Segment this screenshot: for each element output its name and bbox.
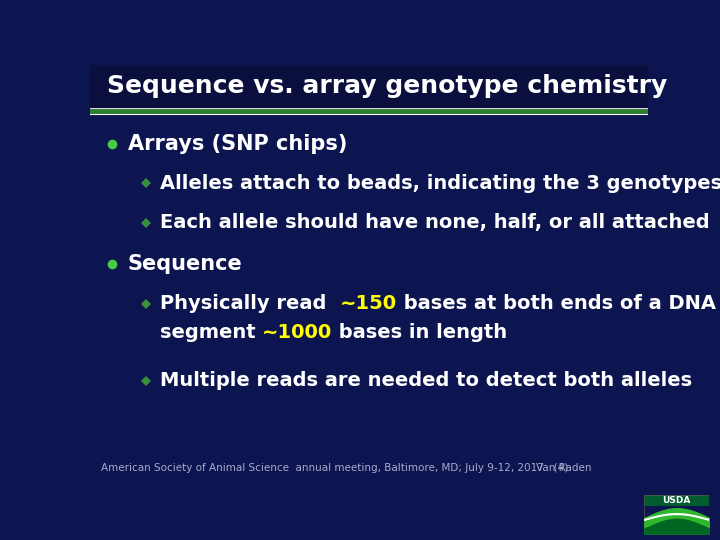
Text: USDA: USDA [662, 496, 691, 505]
Text: bases in length: bases in length [333, 323, 508, 342]
Text: segment: segment [160, 323, 262, 342]
Text: Multiple reads are needed to detect both alleles: Multiple reads are needed to detect both… [160, 372, 692, 390]
Text: American Society of Animal Science  annual meeting, Baltimore, MD; July 9-12, 20: American Society of Animal Science annua… [101, 463, 568, 473]
Text: Each allele should have none, half, or all attached: Each allele should have none, half, or a… [160, 213, 709, 232]
Text: Alleles attach to beads, indicating the 3 genotypes: Alleles attach to beads, indicating the … [160, 174, 720, 193]
Bar [90, 65, 648, 109]
Text: Physically read: Physically read [160, 294, 340, 313]
Text: Van Raden: Van Raden [536, 463, 592, 473]
Text: Sequence vs. array genotype chemistry: Sequence vs. array genotype chemistry [107, 73, 667, 98]
Text: Arrays (SNP chips): Arrays (SNP chips) [128, 134, 347, 154]
Text: Sequence: Sequence [128, 254, 243, 274]
Bar [644, 495, 709, 507]
Text: ~1000: ~1000 [262, 323, 333, 342]
Text: ~150: ~150 [340, 294, 397, 313]
Text: bases at both ends of a DNA: bases at both ends of a DNA [397, 294, 716, 313]
